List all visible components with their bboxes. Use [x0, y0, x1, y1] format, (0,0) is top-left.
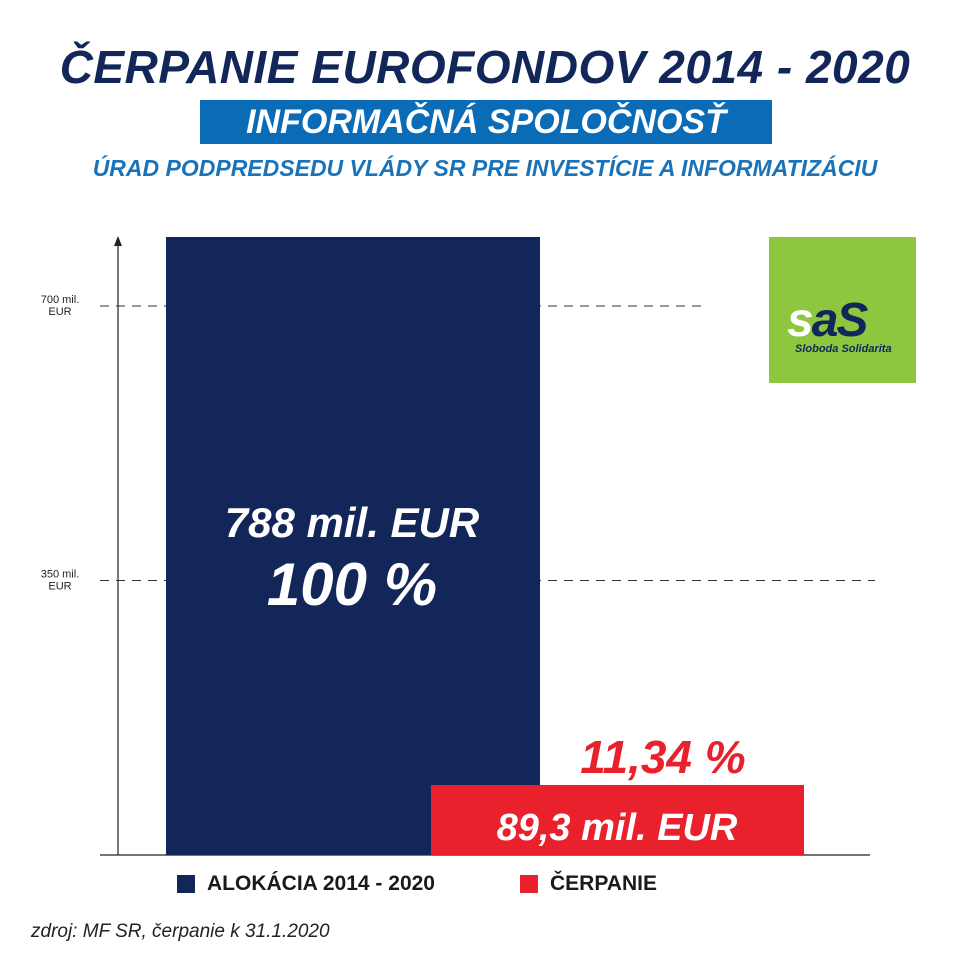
legend-item-allocation: ALOKÁCIA 2014 - 2020 [177, 872, 435, 896]
y-tick-label-line2: EUR [48, 306, 71, 318]
sas-logo-tagline: Sloboda Solidarita [795, 343, 892, 355]
y-tick-label-700: 700 mil. EUR [41, 294, 80, 318]
bar-label-allocation-percent: 100 % [267, 551, 437, 618]
legend-item-drawing: ČERPANIE [520, 872, 657, 896]
y-tick-label-line2: EUR [48, 581, 71, 593]
logo-letters-as: aS [811, 294, 869, 347]
legend-label-allocation: ALOKÁCIA 2014 - 2020 [207, 872, 435, 895]
bar-label-allocation-amount: 788 mil. EUR [225, 499, 480, 546]
chart-title: ČERPANIE EUROFONDOV 2014 - 2020 [59, 41, 911, 93]
legend-label-drawing: ČERPANIE [550, 872, 657, 895]
logo-letter-s: s [787, 294, 814, 347]
bar-label-drawing-amount: 89,3 mil. EUR [497, 807, 738, 849]
sas-logo-mark: saS [787, 294, 869, 347]
sas-logo: saS Sloboda Solidarita [769, 237, 916, 383]
y-tick-label-line1: 350 mil. [41, 569, 80, 581]
office-caption: ÚRAD PODPREDSEDU VLÁDY SR PRE INVESTÍCIE… [92, 155, 878, 181]
legend: ALOKÁCIA 2014 - 2020 ČERPANIE [0, 872, 970, 902]
bar-drawing [431, 784, 804, 855]
legend-swatch-navy [177, 875, 195, 893]
source-note: zdroj: MF SR, čerpanie k 31.1.2020 [31, 921, 330, 942]
y-axis-arrow [114, 236, 122, 246]
chart-subtitle: INFORMAČNÁ SPOLOČNOSŤ [200, 100, 772, 144]
y-tick-label-line1: 700 mil. [41, 294, 80, 306]
bar-label-drawing-percent: 11,34 % [580, 731, 745, 783]
bar-allocation [166, 237, 540, 855]
y-tick-label-350: 350 mil. EUR [41, 569, 80, 593]
legend-swatch-red [520, 875, 538, 893]
